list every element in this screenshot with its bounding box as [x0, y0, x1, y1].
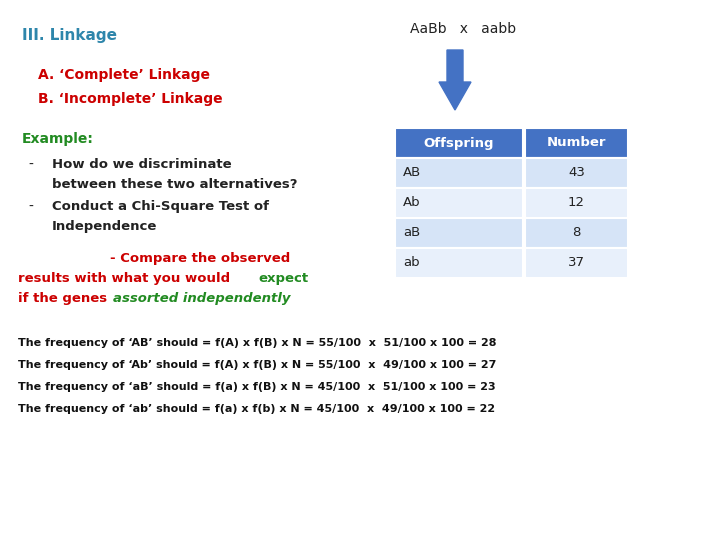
Text: How do we discriminate: How do we discriminate	[52, 158, 232, 171]
Bar	[525, 188, 628, 218]
Text: III. Linkage: III. Linkage	[22, 28, 117, 43]
Bar	[525, 158, 628, 188]
Text: between these two alternatives?: between these two alternatives?	[52, 178, 297, 191]
Text: expect: expect	[258, 272, 308, 285]
Text: Independence: Independence	[52, 220, 158, 233]
Text: AaBb   x   aabb: AaBb x aabb	[410, 22, 516, 36]
Text: The frequency of ‘ab’ should = f(a) x f(b) x N = 45/100  x  49/100 x 100 = 22: The frequency of ‘ab’ should = f(a) x f(…	[18, 404, 495, 414]
Text: assorted independently: assorted independently	[113, 292, 290, 305]
Bar	[395, 248, 523, 278]
FancyArrow shape	[439, 50, 471, 110]
Text: 43: 43	[568, 166, 585, 179]
Text: The frequency of ‘Ab’ should = f(A) x f(B) x N = 55/100  x  49/100 x 100 = 27: The frequency of ‘Ab’ should = f(A) x f(…	[18, 360, 496, 370]
Text: if the genes: if the genes	[18, 292, 112, 305]
Text: Ab: Ab	[403, 197, 420, 210]
Bar	[525, 218, 628, 248]
Text: Example:: Example:	[22, 132, 94, 146]
Text: -: -	[28, 158, 33, 172]
Bar	[525, 248, 628, 278]
Text: Offspring: Offspring	[424, 137, 494, 150]
Bar	[395, 158, 523, 188]
Text: 8: 8	[572, 226, 581, 240]
Text: 37: 37	[568, 256, 585, 269]
Text: Conduct a Chi-Square Test of: Conduct a Chi-Square Test of	[52, 200, 269, 213]
Bar	[395, 128, 523, 158]
Text: The frequency of ‘AB’ should = f(A) x f(B) x N = 55/100  x  51/100 x 100 = 28: The frequency of ‘AB’ should = f(A) x f(…	[18, 338, 497, 348]
Bar	[395, 188, 523, 218]
Text: AB: AB	[403, 166, 421, 179]
Text: The frequency of ‘aB’ should = f(a) x f(B) x N = 45/100  x  51/100 x 100 = 23: The frequency of ‘aB’ should = f(a) x f(…	[18, 382, 495, 392]
Text: ab: ab	[403, 256, 420, 269]
Text: A. ‘Complete’ Linkage: A. ‘Complete’ Linkage	[38, 68, 210, 82]
Text: Number: Number	[546, 137, 606, 150]
Bar	[525, 128, 628, 158]
Text: results with what you would: results with what you would	[18, 272, 235, 285]
Text: - Compare the observed: - Compare the observed	[110, 252, 290, 265]
Text: 12: 12	[568, 197, 585, 210]
Text: B. ‘Incomplete’ Linkage: B. ‘Incomplete’ Linkage	[38, 92, 222, 106]
Text: -: -	[28, 200, 33, 214]
Text: aB: aB	[403, 226, 420, 240]
Bar	[395, 218, 523, 248]
